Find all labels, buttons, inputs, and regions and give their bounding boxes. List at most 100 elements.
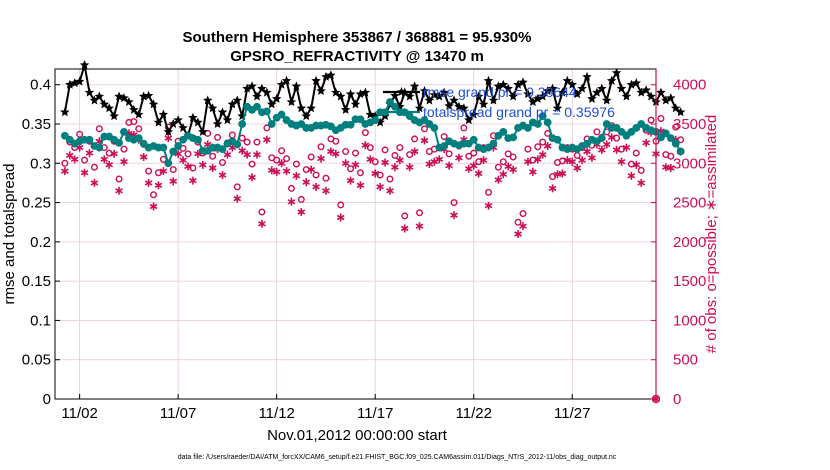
obs-assimilated-point [272,167,281,176]
spread-point [346,120,355,129]
obs-assimilated-point [558,169,567,178]
spread-point [326,122,335,131]
obs-possible-point [420,125,428,133]
rmse-point [601,95,612,105]
rmse-point [94,91,105,101]
spread-point [420,116,429,124]
obs-possible-point [332,137,340,145]
obs-possible-point [637,166,645,174]
obs-assimilated-point [450,211,458,220]
spread-point [440,142,449,150]
rmse-point [74,76,85,86]
rmse-point [646,91,656,101]
obs-assimilated-point [65,151,74,160]
rmse-point [597,83,607,93]
obs-assimilated-point [149,202,158,211]
obs-assimilated-point [154,181,163,190]
obs-assimilated-point [233,194,242,203]
spread-point [297,120,306,128]
rmse-point [444,100,454,110]
obs-assimilated-point [277,159,286,168]
rmse-point [469,109,479,119]
obs-possible-point [169,166,177,174]
obs-possible-point [361,129,369,137]
obs-assimilated-point [528,167,537,176]
obs-assimilated-point [479,156,488,165]
obs-assimilated-point [100,155,109,164]
rmse-point [488,95,499,105]
obs-possible-point [499,158,507,166]
rmse-point [306,103,316,113]
obs-assimilated-point [637,178,646,187]
spread-point [612,124,621,132]
obs-possible-point [150,191,158,199]
obs-possible-point [416,209,424,217]
rmse-point [606,75,617,85]
rmse-point [414,103,425,113]
obs-assimilated-point [524,157,532,166]
rmse-point [291,81,302,91]
rmse-point [222,115,233,125]
obs-assimilated-point [139,153,148,161]
x-axis-label: Nov.01,2012 00:00:00 start [267,427,448,444]
y-right-tick-label: 1500 [673,273,706,290]
spread-point [134,134,143,143]
obs-possible-point [135,125,143,133]
rmse-point [124,97,134,107]
y-left-tick-label: 0.25 [22,195,51,212]
obs-assimilated-point [262,135,271,144]
legend: rmse grand pr = 0.38644 totalspread grand… [383,84,615,120]
rmse-point [439,87,449,97]
spread-point [583,139,591,148]
chart-subtitle: GPSRO_REFRACTIVITY @ 13470 m [230,48,484,65]
y-left-tick-label: 0.05 [22,352,51,369]
obs-assimilated-point [307,165,316,174]
rmse-point [557,87,568,97]
obs-possible-point [302,166,310,174]
obs-possible-point [184,150,192,158]
obs-assimilated-point [60,167,69,176]
rmse-point [562,75,573,85]
spread-point [139,139,148,148]
obs-possible-point [509,153,517,161]
obs-assimilated-point [514,230,522,238]
obs-assimilated-point [189,176,197,185]
obs-possible-point [90,163,98,171]
y-right-tick-label: 2500 [673,195,706,212]
rmse-point [508,91,518,101]
spread-point [233,140,242,149]
spread-point [115,138,123,147]
obs-assimilated-point [70,155,79,164]
spread-point [85,135,94,144]
spread-point [169,147,178,156]
rmse-point [252,91,262,101]
y-right-tick-label: 0 [673,391,681,408]
rmse-point [217,107,228,117]
spread-point [267,120,276,128]
obs-possible-point [450,199,458,207]
obs-assimilated-point [484,201,493,210]
obs-assimilated-point [179,156,187,165]
rmse-point [134,109,144,119]
obs-assimilated-point [253,150,261,159]
obs-possible-point [549,173,557,181]
x-tick-label: 11/27 [554,405,590,422]
obs-assimilated-point [218,171,227,180]
spread-point [174,142,183,150]
x-tick-label: 11/02 [61,405,97,422]
obs-assimilated-point [356,181,365,190]
spread-point [159,143,168,152]
rmse-point [84,87,95,97]
spread-point [391,102,399,111]
spread-point [430,124,439,132]
rmse-point [335,91,346,101]
rmse-point [198,126,208,136]
obs-possible-point [248,160,256,168]
rmse-point [631,78,642,88]
obs-possible-point [130,118,138,126]
rmse-point [656,87,666,97]
obs-possible-point [386,175,394,183]
y-axis-left-label: rmse and totalspread [1,164,18,305]
obs-assimilated-point [341,159,350,168]
obs-assimilated-point [115,186,123,195]
